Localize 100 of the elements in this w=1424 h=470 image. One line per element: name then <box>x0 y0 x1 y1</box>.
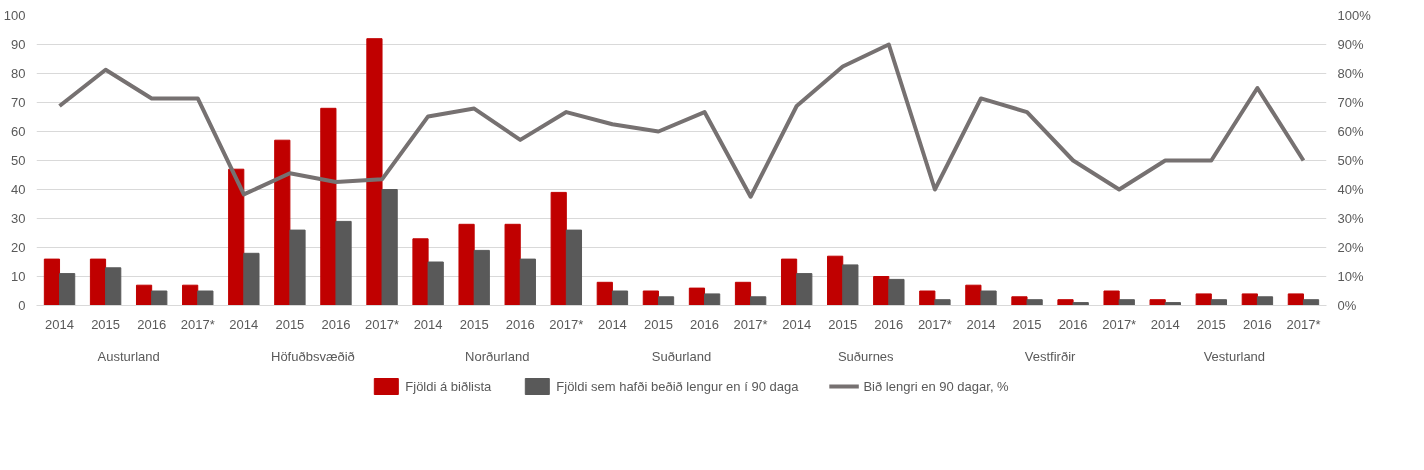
x-tick-label: 2014 <box>782 316 812 332</box>
x-tick-label: 2014 <box>45 316 74 332</box>
y2-tick-label: 100% <box>1337 8 1372 23</box>
y-tick-label: 20 <box>11 240 26 255</box>
legend-label: Fjöldi á biðlista <box>405 378 492 394</box>
bar <box>611 290 629 306</box>
bar <box>1026 299 1043 306</box>
bar <box>504 223 521 306</box>
x-tick-label: 2016 <box>874 316 904 332</box>
x-tick-label: 2015 <box>644 316 673 332</box>
bar <box>780 258 798 306</box>
bar <box>688 287 706 306</box>
bar <box>458 223 475 306</box>
y-tick-label: 100 <box>3 8 26 23</box>
bar <box>1241 293 1258 306</box>
bar <box>1287 293 1304 306</box>
y-tick-label: 50 <box>11 153 26 168</box>
y2-tick-label: 30% <box>1337 211 1364 226</box>
text: Höfuðbsvæðið <box>271 348 355 364</box>
x-tick-label: 2016 <box>137 316 167 332</box>
y2-tick-label: 10% <box>1337 269 1364 284</box>
x-tick-label: 2017* <box>365 316 400 332</box>
text: Austurland <box>97 348 160 364</box>
bar <box>473 249 490 306</box>
bar <box>827 255 844 306</box>
bar <box>59 273 76 306</box>
y-tick-label: 0 <box>18 298 26 313</box>
x-tick-label: 2014 <box>1150 316 1180 332</box>
x-tick-label: 2017* <box>1102 316 1137 332</box>
x-tick-label: 2014 <box>413 316 443 332</box>
bar <box>873 276 890 306</box>
bar <box>274 139 291 306</box>
x-tick-label: 2017* <box>180 316 215 332</box>
text: Vesturland <box>1203 348 1266 364</box>
bar <box>1302 299 1320 306</box>
bar <box>89 258 107 306</box>
x-tick-label: 2017* <box>1286 316 1321 332</box>
bar <box>151 290 168 306</box>
bar <box>1072 302 1089 306</box>
x-tick-label: 2017* <box>549 316 584 332</box>
bar <box>1118 299 1135 306</box>
x-tick-label: 2015 <box>275 316 305 332</box>
x-tick-label: 2015 <box>459 316 489 332</box>
line-series <box>57 42 1306 199</box>
y2-tick-label: 40% <box>1337 182 1364 197</box>
y-tick-label: 10 <box>11 269 26 284</box>
y2-tick-label: 90% <box>1337 37 1364 52</box>
bar <box>1149 299 1166 306</box>
legend-label: Bið lengri en 90 dagar, % <box>863 378 1009 394</box>
bar <box>228 168 245 306</box>
x-tick-label: 2014 <box>229 316 259 332</box>
bar <box>980 290 997 306</box>
bar <box>366 38 383 306</box>
text: Suðurland <box>651 348 712 364</box>
bar <box>750 296 767 306</box>
bar <box>919 290 936 306</box>
text: Vestfirðir <box>1024 348 1077 364</box>
y-tick-label: 60 <box>11 124 26 139</box>
x-tick-label: 2015 <box>828 316 858 332</box>
y-tick-label: 90 <box>11 37 26 52</box>
x-tick-label: 2015 <box>1196 316 1226 332</box>
x-tick-label: 2014 <box>597 316 627 332</box>
bar <box>642 290 659 306</box>
bar <box>934 299 951 306</box>
x-tick-label: 2016 <box>1058 316 1088 332</box>
x-tick-label: 2016 <box>1242 316 1272 332</box>
bar <box>43 258 61 306</box>
bar <box>105 267 122 306</box>
bar <box>381 189 398 306</box>
bar <box>1011 296 1028 306</box>
bar <box>704 293 721 306</box>
y-tick-label: 40 <box>11 182 26 197</box>
text: Norðurland <box>465 348 530 364</box>
x-tick-label: 2015 <box>1012 316 1042 332</box>
bar <box>135 284 153 306</box>
bar <box>734 281 752 306</box>
bar <box>1210 299 1228 306</box>
y2-tick-label: 20% <box>1337 240 1364 255</box>
x-tick-label: 2014 <box>966 316 996 332</box>
y2-tick-label: 60% <box>1337 124 1364 139</box>
bar <box>657 296 675 306</box>
bar <box>320 107 337 306</box>
x-tick-label: 2017* <box>733 316 768 332</box>
bar <box>888 278 905 306</box>
bar <box>1103 290 1120 306</box>
bar <box>197 290 214 306</box>
bar <box>842 264 859 306</box>
x-tick-label: 2017* <box>917 316 952 332</box>
bar <box>182 284 199 306</box>
y-tick-label: 80 <box>11 66 26 81</box>
y-tick-label: 70 <box>11 95 26 110</box>
bar <box>796 273 813 306</box>
bar <box>335 220 352 306</box>
legend-label: Fjöldi sem hafði beðið lengur en í 90 daga <box>556 378 799 394</box>
bar <box>550 191 567 306</box>
x-tick-label: 2015 <box>91 316 121 332</box>
bar <box>1057 299 1074 306</box>
bar <box>1195 293 1212 306</box>
y2-tick-label: 80% <box>1337 66 1364 81</box>
bar <box>596 281 613 306</box>
